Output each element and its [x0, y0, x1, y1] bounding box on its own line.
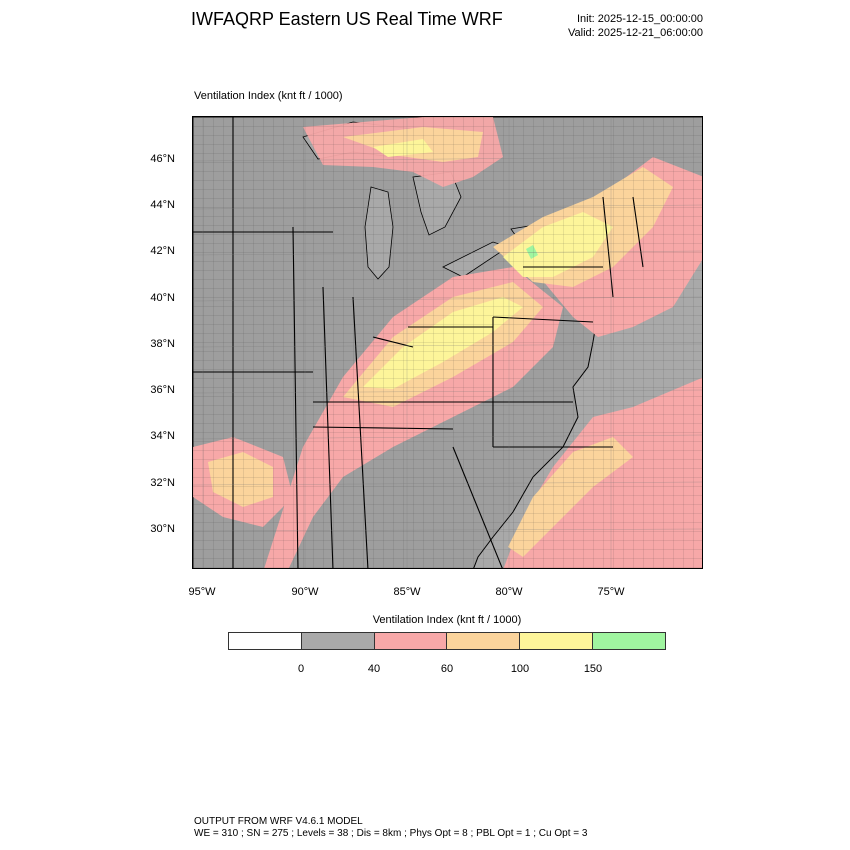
- colorbar-box: [229, 633, 302, 649]
- lon-label: 95°W: [188, 586, 216, 598]
- model-info-line1: OUTPUT FROM WRF V4.6.1 MODEL: [194, 816, 363, 827]
- colorbar-box: [374, 633, 448, 649]
- lon-label: 80°W: [495, 586, 523, 598]
- ventilation-index-map: [192, 116, 703, 569]
- county-lines: [193, 117, 702, 568]
- lat-label: 46°N: [150, 153, 175, 165]
- colorbar: [228, 632, 666, 650]
- colorbar-label: 150: [583, 663, 603, 675]
- lat-label: 38°N: [150, 338, 175, 350]
- colorbar-box: [447, 633, 521, 649]
- lat-label: 40°N: [150, 292, 175, 304]
- lat-label: 30°N: [150, 523, 175, 535]
- lat-label: 36°N: [150, 384, 175, 396]
- colorbar-title: Ventilation Index (knt ft / 1000): [372, 614, 522, 626]
- colorbar-box: [593, 633, 665, 649]
- graticule: [193, 117, 702, 568]
- lat-label: 44°N: [150, 199, 175, 211]
- valid-time: Valid: 2025-12-21_06:00:00: [568, 27, 703, 39]
- colorbar-label: 0: [297, 663, 305, 675]
- plot-title: IWFAQRP Eastern US Real Time WRF: [191, 9, 503, 29]
- colorbar-box: [520, 633, 594, 649]
- lat-label: 34°N: [150, 430, 175, 442]
- lon-label: 75°W: [597, 586, 625, 598]
- lat-label: 42°N: [150, 245, 175, 257]
- lon-label: 85°W: [393, 586, 421, 598]
- map-subtitle: Ventilation Index (knt ft / 1000): [194, 90, 343, 102]
- init-time: Init: 2025-12-15_00:00:00: [577, 13, 703, 25]
- colorbar-box: [301, 633, 375, 649]
- lat-label: 32°N: [150, 477, 175, 489]
- colorbar-label: 100: [510, 663, 530, 675]
- colorbar-label: 60: [440, 663, 454, 675]
- colorbar-label: 40: [367, 663, 381, 675]
- model-info-line2: WE = 310 ; SN = 275 ; Levels = 38 ; Dis …: [194, 828, 588, 839]
- lon-label: 90°W: [291, 586, 319, 598]
- map-canvas: [193, 117, 702, 568]
- state-borders: [193, 117, 644, 568]
